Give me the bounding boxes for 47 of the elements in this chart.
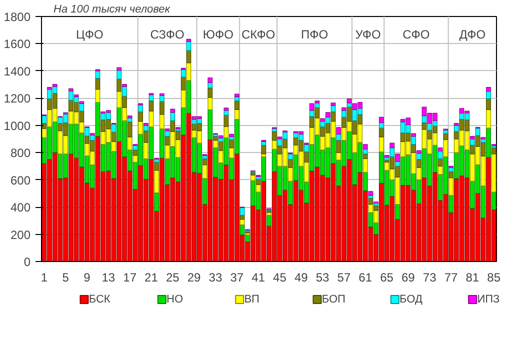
x-tick-label: 1: [40, 270, 48, 284]
x-tick-label: 5: [62, 270, 70, 284]
y-tick-label: 400: [10, 200, 31, 215]
x-tick-label: 25: [166, 270, 180, 284]
annotation: ДФО: [459, 28, 486, 42]
x-tick-label: 21: [144, 270, 158, 284]
annotation: СКФО: [241, 28, 276, 42]
chart-title: На 100 тысяч человек: [54, 4, 171, 16]
y-tick-label: 600: [10, 173, 31, 188]
x-tick-label: 17: [123, 270, 137, 284]
legend-label: БОП: [322, 294, 346, 306]
legend-label: ИПЗ: [477, 294, 500, 306]
x-tick-label: 77: [444, 270, 458, 284]
x-tick-label: 61: [358, 270, 372, 284]
y-tick-label: 0: [24, 255, 31, 269]
x-tick-label: 81: [466, 270, 480, 284]
legend-label: ВП: [244, 294, 260, 306]
x-tick-label: 69: [402, 270, 416, 284]
y-tick-label: 1800: [4, 10, 31, 24]
y-tick-label: 1000: [4, 118, 31, 133]
y-tick-label: 1400: [4, 64, 31, 78]
x-tick-label: 53: [316, 270, 330, 284]
legend-label: БСК: [88, 294, 111, 306]
legend-label: БОД: [400, 294, 423, 306]
x-tick-label: 9: [84, 270, 91, 284]
y-tick-label: 1200: [4, 92, 31, 106]
annotation: ЦФО: [76, 28, 104, 42]
x-tick-label: 33: [208, 270, 222, 284]
annotation: УФО: [355, 28, 381, 42]
legend-label: НО: [166, 294, 184, 306]
x-tick-label: 37: [230, 270, 244, 284]
x-tick-label: 65: [380, 270, 394, 284]
x-tick-label: 57: [337, 270, 351, 284]
y-tick-label: 1600: [4, 37, 31, 52]
x-tick-label: 13: [102, 270, 116, 284]
y-tick-label: 200: [10, 228, 31, 242]
y-tick-label: 800: [10, 146, 31, 160]
annotation: ЮФО: [202, 28, 234, 42]
x-tick-label: 73: [422, 270, 437, 284]
annotation: ПФО: [300, 28, 328, 42]
x-tick-label: 85: [487, 270, 501, 284]
annotation: СФО: [402, 28, 430, 42]
annotation: СЗФО: [150, 28, 184, 42]
x-tick-label: 29: [187, 270, 202, 284]
x-tick-label: 49: [294, 270, 308, 284]
x-tick-label: 41: [252, 270, 266, 284]
x-tick-label: 45: [273, 270, 287, 284]
